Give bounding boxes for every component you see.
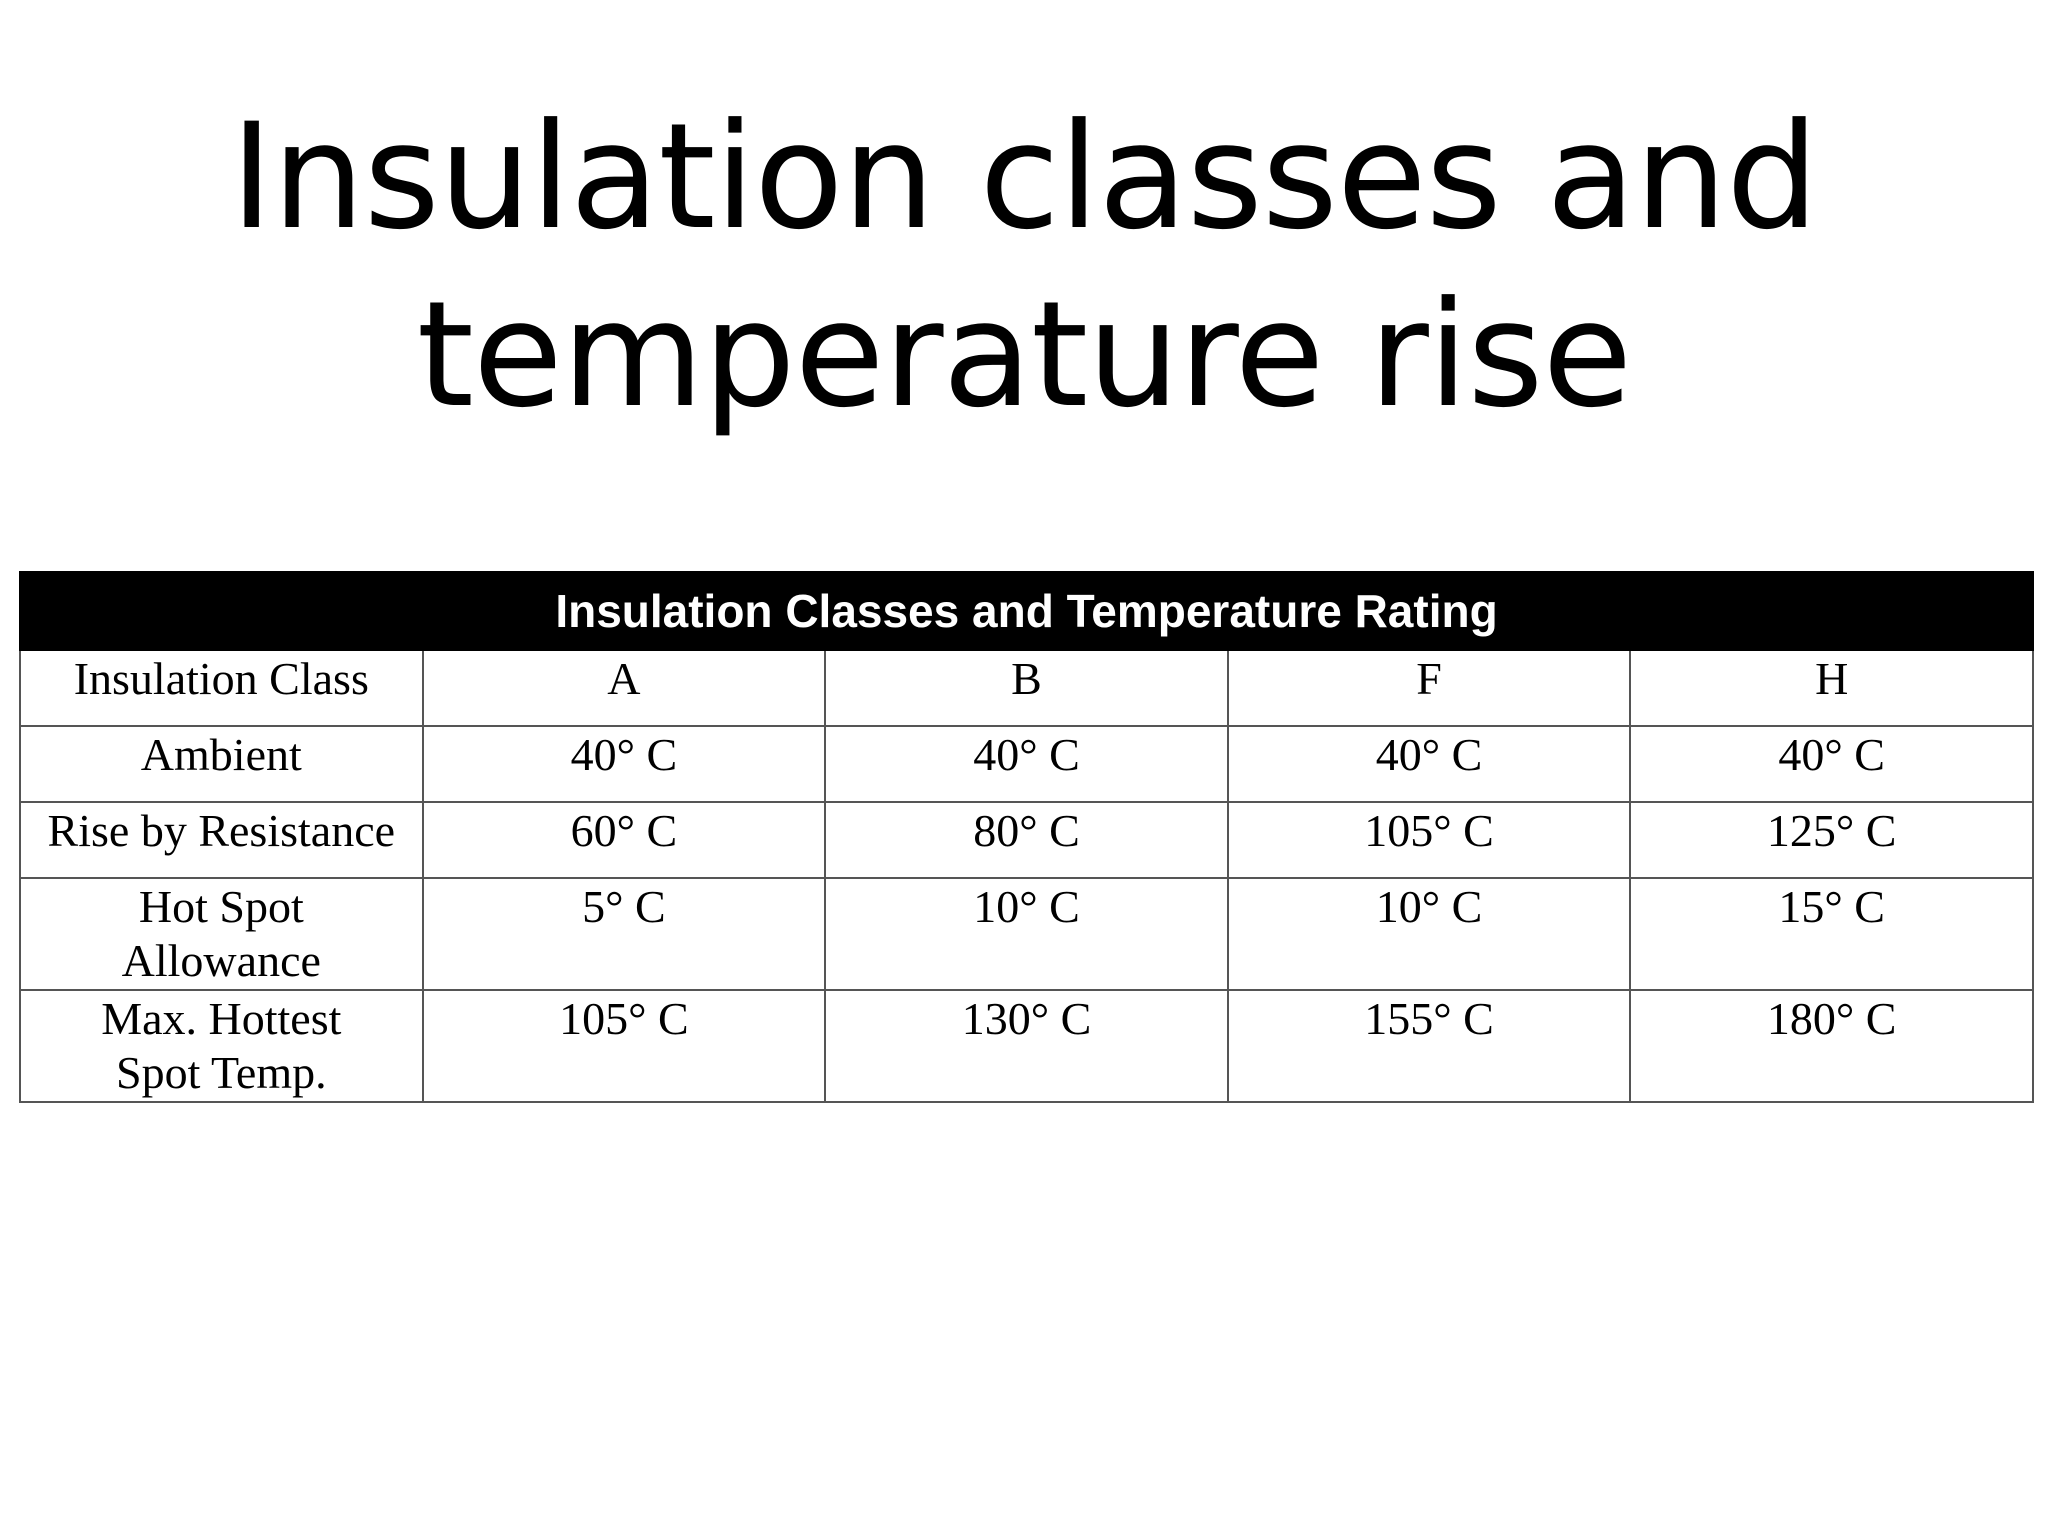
table-row-insulation-class: Insulation Class A B F H <box>19 649 2034 727</box>
table-row-rise-by-resistance: Rise by Resistance 60° C 80° C 105° C 12… <box>19 801 2034 879</box>
table-cell: 40° C <box>1629 725 2034 803</box>
table-cell: 105° C <box>421 989 827 1103</box>
table-cell: 15° C <box>1629 877 2034 991</box>
table-cell: 10° C <box>824 877 1229 991</box>
table-cell: 180° C <box>1629 989 2034 1103</box>
row-label: Hot Spot Allowance <box>19 877 424 991</box>
table-cell: 105° C <box>1226 801 1632 879</box>
table-cell: H <box>1629 649 2034 727</box>
table-cell: 60° C <box>421 801 827 879</box>
table-caption: Insulation Classes and Temperature Ratin… <box>19 571 2034 651</box>
table-cell: B <box>824 649 1229 727</box>
table-cell: 40° C <box>824 725 1229 803</box>
slide-title-line-1: Insulation classes and <box>230 92 1819 262</box>
table-cell: F <box>1226 649 1632 727</box>
table-cell: 10° C <box>1226 877 1632 991</box>
table-row-max-hottest-spot-temp: Max. Hottest Spot Temp. 105° C 130° C 15… <box>19 989 2034 1103</box>
row-label: Rise by Resistance <box>19 801 424 879</box>
table-cell: 80° C <box>824 801 1229 879</box>
table-row-ambient: Ambient 40° C 40° C 40° C 40° C <box>19 725 2034 803</box>
slide-title: Insulation classes and temperature rise <box>0 88 2048 444</box>
row-label: Max. Hottest Spot Temp. <box>19 989 424 1103</box>
table-cell: 40° C <box>1226 725 1632 803</box>
row-label: Insulation Class <box>19 649 424 727</box>
table-cell: A <box>421 649 827 727</box>
table-cell: 125° C <box>1629 801 2034 879</box>
slide-title-line-2: temperature rise <box>416 270 1633 440</box>
table-cell: 130° C <box>824 989 1229 1103</box>
row-label: Ambient <box>19 725 424 803</box>
table-cell: 40° C <box>421 725 827 803</box>
table-cell: 5° C <box>421 877 827 991</box>
table-cell: 155° C <box>1226 989 1632 1103</box>
table-row-hot-spot-allowance: Hot Spot Allowance 5° C 10° C 10° C 15° … <box>19 877 2034 991</box>
insulation-rating-table: Insulation Classes and Temperature Ratin… <box>19 571 2034 1103</box>
